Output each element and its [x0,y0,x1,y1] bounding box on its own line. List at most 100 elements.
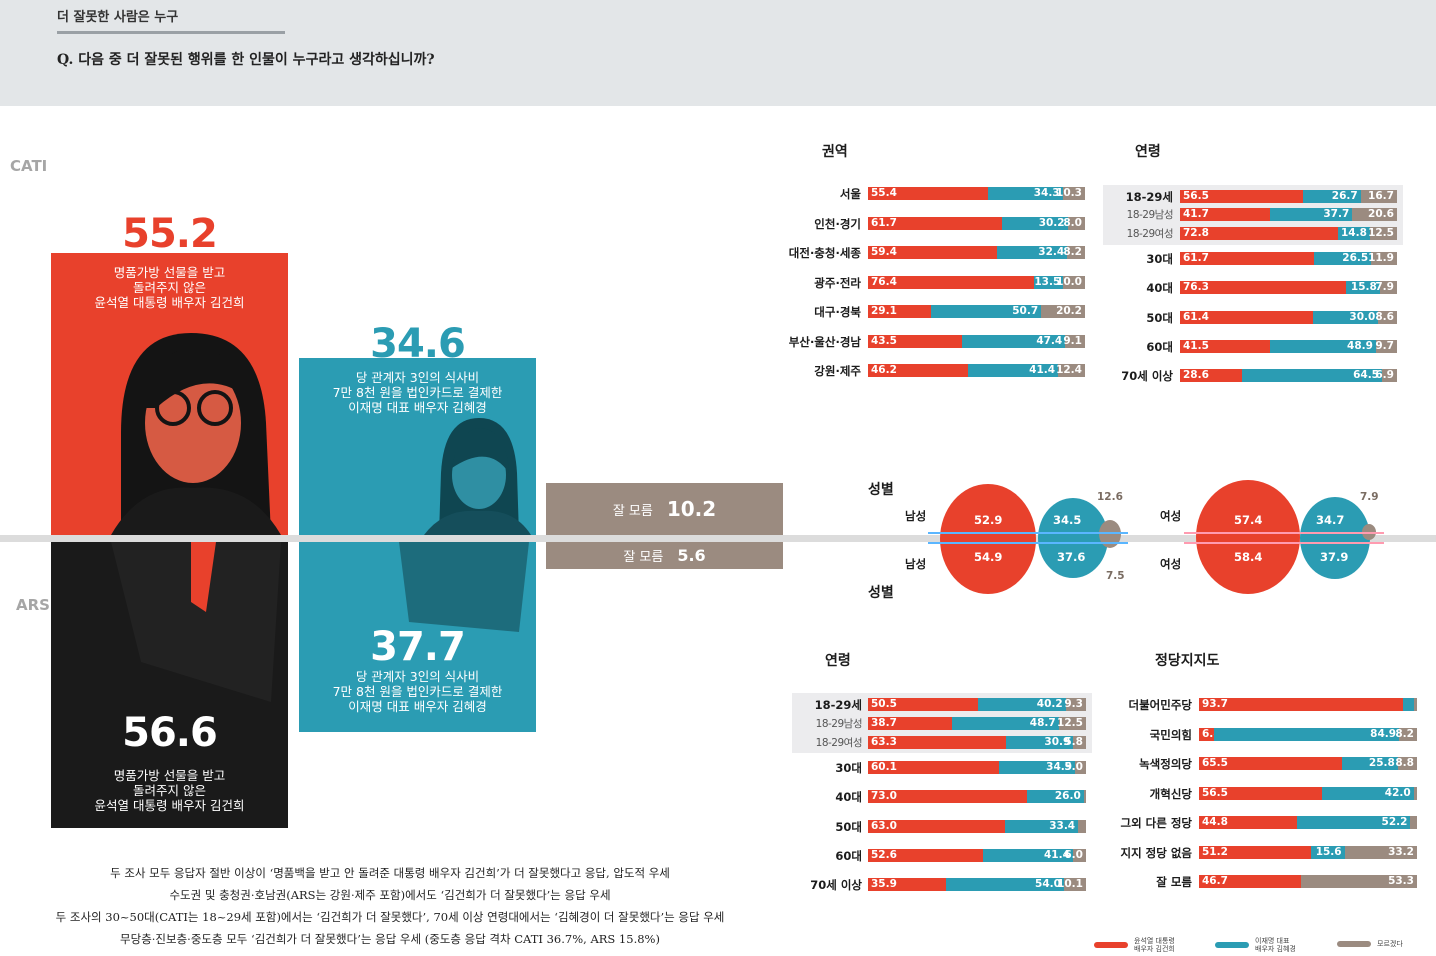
female-cati-red-value: 57.4 [1234,513,1263,527]
female-label-bottom: 여성 [1160,557,1182,571]
region-segment-value: 50.7 [1012,305,1039,317]
age_ars-bar-segment: 38.7 [868,717,953,730]
region-row-label: 인천·경기 [814,216,861,231]
age_cati-bar-segment: 8.6 [1375,311,1397,324]
age_cati-bar-segment: 56.5 [1180,190,1303,203]
age_cati-bar-segment: 41.5 [1180,340,1270,353]
cati-dont-know-label: 잘 모름 [612,503,653,519]
age_cati-bar-segment: 61.4 [1180,311,1314,324]
cati-label: CATI [10,157,48,175]
age_cati-bar: 41.7 37.7 20.6 [1180,208,1397,221]
party-bar-segment: 8.8 [1395,757,1417,770]
age_cati-title: 연령 [1135,144,1161,160]
age_ars-segment-value: 41.4 [1043,849,1070,861]
age_ars-segment-value: 48.7 [1029,717,1056,729]
age_ars-segment-value: 52.6 [871,849,897,861]
party-bar-segment: 84.9 [1213,727,1400,741]
age_ars-segment-value: 50.5 [871,698,897,710]
region-bar-segment: 47.4 [962,334,1066,348]
region-bar: 55.4 34.3 10.3 [868,187,1085,200]
age_ars-bar-segment: 48.7 [952,717,1059,730]
region-bar-segment: 55.4 [868,187,989,200]
age_cati-bar: 72.8 14.8 12.5 [1180,227,1397,240]
party-row-label: 그외 다른 정당 [1120,816,1193,830]
region-segment-value: 12.4 [1056,364,1082,376]
age_cati-bar-segment: 11.9 [1368,252,1397,265]
age_cati-segment-value: 15.8 [1350,281,1377,293]
age_ars-row-label: 18-29남성 [815,718,863,730]
age_cati-bar: 61.7 26.5 11.9 [1180,252,1397,265]
age_ars-bar-segment: 60.1 [868,761,1000,774]
party-bar: 56.5 42.0 [1199,786,1417,800]
party-bar-segment: 93.7 [1199,698,1404,711]
age_cati-segment-value: 64.5 [1353,369,1379,381]
age_ars-segment-value: 40.2 [1036,698,1063,710]
age_ars-bar: 50.5 40.2 9.3 [868,698,1086,711]
age_cati-segment-value: 20.6 [1368,208,1394,220]
male-label-top: 남성 [905,509,927,523]
gender-title-top: 성별 [868,482,894,498]
region-bar-segment: 10.0 [1056,275,1085,289]
age_cati-bar-segment: 37.7 [1270,208,1353,221]
age_cati-segment-value: 61.4 [1183,311,1209,323]
age_cati-bar: 76.3 15.8 7.9 [1180,281,1397,294]
age_ars-row-label: 30대 [835,761,862,775]
ars-kim-hyekyung-block: 37.7 당 관계자 3인의 식사비 7만 8천 원을 법인카드로 결제한 이재… [299,542,536,732]
legend-label: 윤석열 대통령 배우자 김건희 [1134,937,1175,953]
age_cati-bar-segment: 41.7 [1180,208,1271,221]
region-row-label: 대구·경북 [814,305,861,319]
region-bar-segment: 8.2 [1063,246,1085,259]
party-bar-segment: 52.2 [1296,816,1411,829]
age_ars-segment-value: 54.0 [1035,878,1061,890]
male-teal-bubble: 34.5 37.6 [1038,498,1108,578]
party-segment-value: 53.3 [1388,875,1414,887]
region-segment-value: 41.4 [1029,364,1056,376]
age_cati-segment-value: 28.6 [1183,369,1209,381]
kim-geonhee-portrait-top [111,333,281,535]
age_ars-segment-value: 9.3 [1064,698,1083,710]
gender-title-bottom: 성별 [868,585,894,601]
age_ars-bar: 35.9 54.0 10.1 [868,878,1086,891]
age_cati-segment-value: 41.5 [1183,340,1209,352]
summary-line: 두 조사의 30~50대(CATI는 18~29세 포함)에서는 ‘김건희가 더… [55,910,725,924]
age_ars-segment-value: 63.0 [871,820,897,832]
party-bar: 51.2 15.6 33.2 [1199,845,1417,859]
age_cati-segment-value: 8.6 [1375,311,1394,323]
female-label-top: 여성 [1160,509,1182,523]
age_ars-segment-value: 5.0 [1064,761,1083,773]
region-segment-value: 8.0 [1063,216,1082,229]
age_cati-segment-value: 26.5 [1342,252,1369,264]
region-bar-segment: 30.2 [1002,216,1068,230]
region-segment-value: 13.5 [1034,275,1061,288]
region-bar: 76.4 13.5 10.0 [868,275,1085,289]
party-bar-segment: 33.2 [1344,845,1417,859]
party-bar-segment: 51.2 [1199,845,1311,859]
party-segment-value: 42.0 [1384,786,1411,799]
age_cati-row-label: 18-29세 [1125,190,1173,204]
region-bar-segment: 12.4 [1056,364,1085,377]
age_cati-row-label: 18-29여성 [1126,228,1174,240]
male-cati-red-value: 52.9 [974,513,1003,527]
party-bar: 44.8 52.2 [1199,816,1417,829]
party-segment-value: 46.7 [1202,875,1228,887]
age_cati-segment-value: 11.9 [1368,252,1394,264]
age_ars-segment-value: 10.1 [1057,878,1083,890]
age_ars-segment-value: 26.0 [1054,790,1081,802]
party-bar-segment [1403,698,1415,711]
cati-kim-hyekyung-value: 34.6 [370,321,466,367]
region-bar-segment: 29.1 [868,305,932,318]
party-segment-value: 51.2 [1202,845,1228,858]
region-bar: 29.1 50.7 20.2 [868,305,1085,318]
region-segment-value: 29.1 [871,305,897,317]
age_cati-bar-segment: 61.7 [1180,252,1314,265]
age_ars-bar-segment: 10.1 [1057,878,1086,891]
age_cati-segment-value: 41.7 [1183,208,1209,220]
party-segment-value: 33.2 [1388,845,1414,858]
ars-dont-know-value: 5.6 [677,546,706,565]
party-segment-value: 52.2 [1381,816,1408,828]
region-bar-segment: 41.4 [968,364,1059,377]
age_cati-bar-segment: 16.7 [1360,190,1397,203]
age_ars-bar-segment: 33.4 [1005,820,1079,833]
female-divider [1184,542,1384,544]
cati-kim-hyekyung-block: 당 관계자 3인의 식사비 7만 8천 원을 법인카드로 결제한 이재명 대표 … [299,358,536,535]
